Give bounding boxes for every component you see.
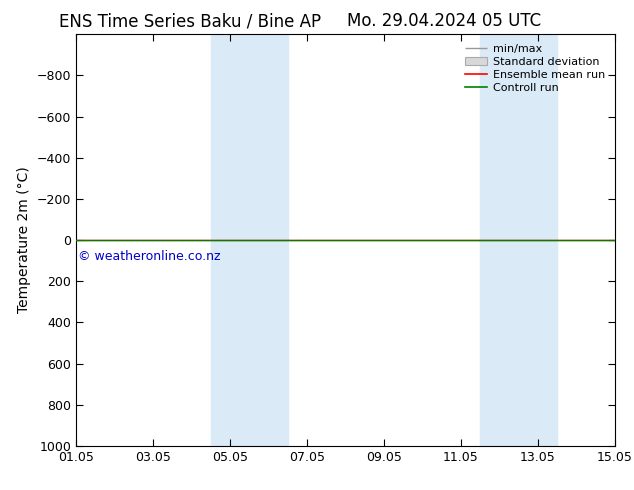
Text: ENS Time Series Baku / Bine AP: ENS Time Series Baku / Bine AP [59, 12, 321, 30]
Bar [210, 34, 288, 446]
Text: Mo. 29.04.2024 05 UTC: Mo. 29.04.2024 05 UTC [347, 12, 541, 30]
Y-axis label: Temperature 2m (°C): Temperature 2m (°C) [17, 167, 31, 314]
Legend: min/max, Standard deviation, Ensemble mean run, Controll run: min/max, Standard deviation, Ensemble me… [460, 40, 609, 97]
Bar [480, 34, 557, 446]
Text: © weatheronline.co.nz: © weatheronline.co.nz [77, 250, 220, 264]
